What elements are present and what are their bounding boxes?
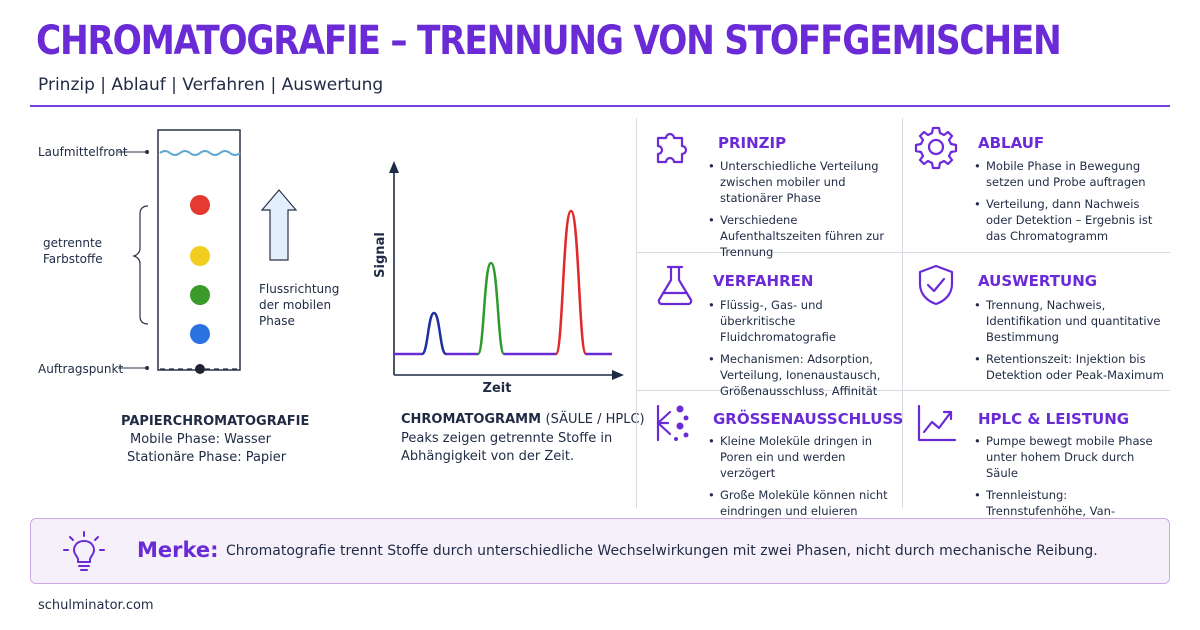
dye-spot-green	[190, 285, 210, 305]
label-solvent-front: Laufmittelfront	[38, 145, 128, 159]
chromatogram-caption-main: CHROMATOGRAMM	[401, 412, 542, 427]
grid-divider-row-2	[636, 390, 1170, 391]
shield-check-icon	[918, 264, 954, 306]
list-item: Pumpe bewegt mobile Phase unter hohem Dr…	[974, 433, 1164, 481]
grid-divider-center	[902, 118, 903, 508]
x-axis-arrowhead	[612, 370, 624, 380]
card-title-ablauf: ABLAUF	[978, 134, 1045, 152]
x-axis-label: Zeit	[483, 381, 512, 396]
chromatogram-caption-title: CHROMATOGRAMM (SÄULE / HPLC)	[401, 412, 645, 427]
dye-group-bracket	[132, 205, 149, 325]
chromatogram-caption-suffix: (SÄULE / HPLC)	[545, 412, 645, 427]
card-title-groessenausschluss: GRÖSSENAUSSCHLUSS	[713, 410, 904, 428]
card-list-prinzip: Unterschiedliche Verteilung zwischen mob…	[708, 158, 893, 266]
puzzle-icon	[656, 132, 688, 164]
y-axis-label: Signal	[373, 232, 388, 278]
list-item: Trennung, Nachweis, Identifikation und q…	[974, 297, 1164, 345]
card-title-hplc: HPLC & LEISTUNG	[978, 410, 1130, 428]
label-separated-dyes-1: getrennte	[43, 236, 103, 250]
chromatogram-plot: Signal Zeit	[373, 161, 624, 396]
paper-chromatography-illustration	[118, 129, 298, 374]
grid-divider-left	[636, 118, 637, 508]
list-item: Unterschiedliche Verteilung zwischen mob…	[708, 158, 893, 206]
peak-2-green	[476, 261, 506, 356]
list-item: Kleine Moleküle dringen in Poren ein und…	[708, 433, 893, 481]
label-flow-direction-3: Phase	[259, 314, 295, 328]
lightbulb-icon	[63, 531, 105, 571]
dye-spot-yellow	[190, 246, 210, 266]
merke-title: Merke:	[137, 538, 219, 562]
label-flow-direction-2: der mobilen	[259, 298, 332, 312]
label-flow-direction-1: Flussrichtung	[259, 282, 340, 296]
list-item: Mechanismen: Adsorption, Verteilung, Ion…	[708, 351, 893, 399]
solvent-front-wave	[159, 150, 241, 156]
list-item: Retentionszeit: Injektion bis Detektion …	[974, 351, 1164, 383]
chromatogram-caption-desc: Peaks zeigen getrennte Stoffe in Abhängi…	[401, 431, 613, 464]
start-point-dot	[195, 364, 205, 374]
flow-direction-arrow	[260, 189, 298, 261]
card-title-prinzip: PRINZIP	[718, 134, 787, 152]
paper-caption-stationary: Stationäre Phase: Papier	[127, 450, 287, 465]
dye-spot-blue	[190, 324, 210, 344]
page-title: CHROMATOGRAFIE – TRENNUNG VON STOFFGEMIS…	[36, 18, 1062, 64]
paper-caption-mobile: Mobile Phase: Wasser	[130, 432, 271, 447]
chromatogram-caption: CHROMATOGRAMM (SÄULE / HPLC) Peaks zeige…	[401, 412, 645, 466]
list-item: Verschiedene Aufenthaltszeiten führen zu…	[708, 212, 893, 260]
list-item: Verteilung, dann Nachweis oder Detektion…	[974, 196, 1164, 244]
dye-spot-red	[190, 195, 210, 215]
size-exclusion-icon	[656, 404, 689, 442]
y-axis-arrowhead	[389, 161, 399, 173]
card-title-auswertung: AUSWERTUNG	[978, 272, 1098, 290]
peak-1-blue	[420, 311, 448, 356]
gear-icon	[914, 126, 958, 170]
flask-icon	[657, 265, 693, 306]
grid-divider-row-1	[636, 252, 1170, 253]
page-subtitle: Prinzip | Ablauf | Verfahren | Auswertun…	[38, 75, 384, 95]
label-separated-dyes-2: Farbstoffe	[43, 252, 103, 266]
list-item: Flüssig-, Gas- und überkritische Fluidch…	[708, 297, 893, 345]
label-start-point: Auftragspunkt	[38, 362, 124, 376]
card-list-verfahren: Flüssig-, Gas- und überkritische Fluidch…	[708, 297, 893, 405]
merke-box: Merke: Chromatografie trennt Stoffe durc…	[30, 518, 1170, 584]
list-item: Mobile Phase in Bewegung setzen und Prob…	[974, 158, 1164, 190]
merke-text: Chromatografie trennt Stoffe durch unter…	[226, 543, 1098, 559]
header-divider	[30, 105, 1170, 107]
trend-chart-icon	[917, 404, 957, 442]
card-list-ablauf: Mobile Phase in Bewegung setzen und Prob…	[974, 158, 1164, 250]
peak-3-red	[554, 209, 588, 356]
card-list-auswertung: Trennung, Nachweis, Identifikation und q…	[974, 297, 1164, 389]
paper-caption-title: PAPIERCHROMATOGRAFIE	[121, 414, 310, 429]
footer-brand: schulminator.com	[38, 598, 154, 613]
card-title-verfahren: VERFAHREN	[713, 272, 814, 290]
